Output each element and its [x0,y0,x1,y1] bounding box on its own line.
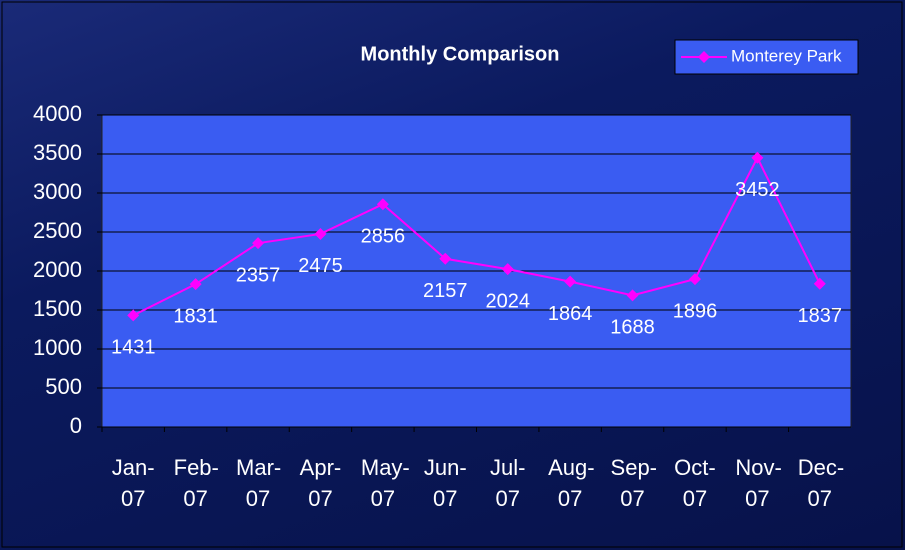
legend-marker [698,51,710,63]
y-tick-label: 3000 [33,179,82,204]
y-tick-label: 1000 [33,335,82,360]
data-label: 2024 [485,290,530,312]
x-tick-label: Oct-07 [674,455,716,511]
marker [376,198,389,211]
x-tick-label: Dec-07 [797,455,845,511]
marker [252,237,265,250]
x-tick-label: May-07 [360,455,410,511]
x-tick-label: Sep-07 [610,455,658,511]
x-tick-label: Aug-07 [548,455,595,511]
x-tick-label: Jul-07 [489,455,526,511]
data-label: 1837 [798,305,843,327]
data-label: 2357 [236,264,281,286]
data-label: 1864 [548,303,593,325]
marker [688,273,701,286]
x-tick-label: Jan-07 [111,455,155,511]
y-tick-label: 2500 [33,218,82,243]
y-tick-label: 0 [70,413,82,438]
data-label: 2157 [423,280,468,302]
data-label: 2856 [361,226,406,248]
chart-title: Monthly Comparison [361,43,560,65]
legend-label: Monterey Park [731,46,842,65]
marker [501,263,514,276]
marker [314,227,327,240]
data-label: 1431 [111,337,156,359]
marker [751,151,764,164]
series-line [132,155,821,317]
x-tick-label: Feb-07 [173,455,219,511]
data-label: 2475 [298,255,343,277]
y-tick-label: 1500 [33,296,82,321]
data-label: 1896 [673,300,718,322]
y-tick-label: 500 [45,374,82,399]
marker [626,289,639,302]
y-tick-label: 3500 [33,140,82,165]
x-tick-label: Nov-07 [735,455,782,511]
y-tick-label: 2000 [33,257,82,282]
x-tick-label: Mar-07 [236,455,282,511]
x-tick-label: Apr-07 [299,455,342,511]
x-tick-label: Jun-07 [423,455,467,511]
marker [439,252,452,265]
marker [189,278,202,291]
data-label: 1688 [610,317,655,339]
marker [127,309,140,322]
y-tick-label: 4000 [33,101,82,126]
marker [813,277,826,290]
data-label: 3452 [735,179,780,201]
marker [564,275,577,288]
data-label: 1831 [173,305,218,327]
